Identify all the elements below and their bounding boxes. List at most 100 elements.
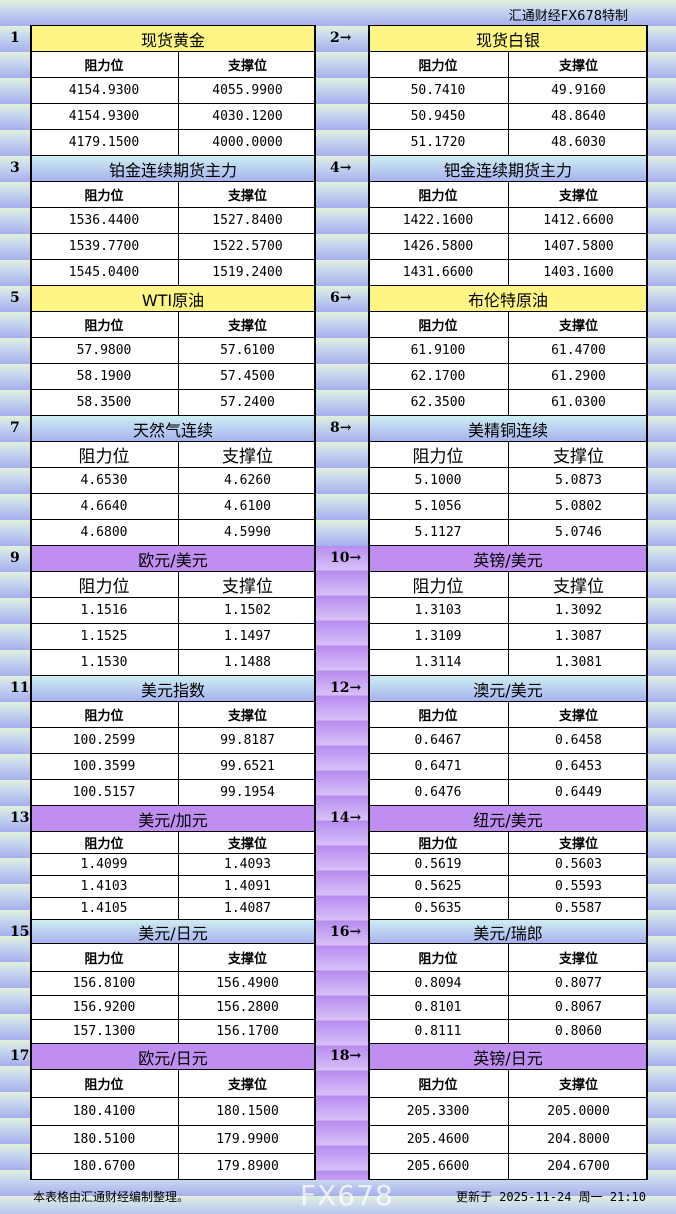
resistance-value: 4.6530 <box>30 468 179 494</box>
resistance-header: 阻力位 <box>30 442 179 468</box>
resistance-value: 0.8111 <box>368 1020 509 1044</box>
resistance-value: 0.5625 <box>368 876 509 898</box>
section-number: 16→ <box>330 924 362 940</box>
section-title: 英镑/日元 <box>370 1044 646 1070</box>
section-title: 现货黄金 <box>32 26 314 52</box>
support-value: 0.6458 <box>509 728 648 754</box>
resistance-header: 阻力位 <box>368 702 509 728</box>
resistance-value: 4.6640 <box>30 494 179 520</box>
resistance-value: 5.1056 <box>368 494 509 520</box>
support-value: 0.5593 <box>509 876 648 898</box>
support-value: 0.8077 <box>509 972 648 996</box>
resistance-value: 0.8094 <box>368 972 509 996</box>
resistance-value: 100.2599 <box>30 728 179 754</box>
resistance-value: 1431.6600 <box>368 260 509 286</box>
section-number: 11 <box>10 680 30 696</box>
resistance-header: 阻力位 <box>368 944 509 972</box>
resistance-header: 阻力位 <box>30 702 179 728</box>
watermark-logo: FX678 <box>300 1179 394 1212</box>
resistance-header: 阻力位 <box>30 572 179 598</box>
section-15 <box>30 920 316 1044</box>
support-value: 1.3087 <box>509 624 648 650</box>
resistance-value: 180.5100 <box>30 1126 179 1154</box>
resistance-value: 1.4103 <box>30 876 179 898</box>
support-value: 48.6030 <box>509 130 648 156</box>
support-value: 57.4500 <box>179 364 316 390</box>
support-value: 1.4087 <box>179 898 316 920</box>
support-value: 1403.1600 <box>509 260 648 286</box>
resistance-value: 0.6471 <box>368 754 509 780</box>
resistance-header: 阻力位 <box>368 572 509 598</box>
support-value: 0.6453 <box>509 754 648 780</box>
section-number: 12→ <box>330 680 362 696</box>
support-value: 5.0873 <box>509 468 648 494</box>
section-title: 布伦特原油 <box>370 286 646 312</box>
footer-note: 本表格由汇通财经编制整理。 <box>33 1190 190 1204</box>
resistance-value: 5.1000 <box>368 468 509 494</box>
support-value: 1.1488 <box>179 650 316 676</box>
resistance-value: 62.1700 <box>368 364 509 390</box>
support-value: 61.0300 <box>509 390 648 416</box>
support-header: 支撑位 <box>509 572 648 598</box>
resistance-value: 50.7410 <box>368 78 509 104</box>
support-value: 4.6260 <box>179 468 316 494</box>
resistance-value: 5.1127 <box>368 520 509 546</box>
support-value: 61.2900 <box>509 364 648 390</box>
section-title: 美精铜连续 <box>370 416 646 442</box>
section-16 <box>368 920 648 1044</box>
support-header: 支撑位 <box>509 1070 648 1098</box>
section-17 <box>30 1044 316 1180</box>
support-value: 4030.1200 <box>179 104 316 130</box>
support-value: 4055.9900 <box>179 78 316 104</box>
support-value: 4.5990 <box>179 520 316 546</box>
resistance-value: 1.3109 <box>368 624 509 650</box>
support-value: 0.8067 <box>509 996 648 1020</box>
section-number: 8→ <box>330 420 352 436</box>
resistance-header: 阻力位 <box>30 182 179 208</box>
section-13 <box>30 806 316 920</box>
support-value: 1407.5800 <box>509 234 648 260</box>
support-header: 支撑位 <box>509 182 648 208</box>
section-18 <box>368 1044 648 1180</box>
resistance-value: 0.5635 <box>368 898 509 920</box>
support-header: 支撑位 <box>509 702 648 728</box>
resistance-value: 157.1300 <box>30 1020 179 1044</box>
section-title: 美元/日元 <box>32 920 314 944</box>
resistance-value: 51.1720 <box>368 130 509 156</box>
section-12 <box>368 676 648 806</box>
section-7 <box>30 416 316 546</box>
section-title: 欧元/美元 <box>32 546 314 572</box>
section-2 <box>368 26 648 156</box>
resistance-value: 1422.1600 <box>368 208 509 234</box>
resistance-value: 100.5157 <box>30 780 179 806</box>
section-1 <box>30 26 316 156</box>
section-number: 10→ <box>330 550 362 566</box>
resistance-value: 61.9100 <box>368 338 509 364</box>
section-number: 13 <box>10 810 30 826</box>
section-number: 3 <box>10 160 20 176</box>
support-value: 61.4700 <box>509 338 648 364</box>
support-value: 156.2800 <box>179 996 316 1020</box>
resistance-value: 156.8100 <box>30 972 179 996</box>
support-value: 0.6449 <box>509 780 648 806</box>
section-title: 欧元/日元 <box>32 1044 314 1070</box>
section-number: 9 <box>10 550 20 566</box>
resistance-header: 阻力位 <box>30 52 179 78</box>
resistance-value: 180.6700 <box>30 1154 179 1180</box>
support-value: 156.1700 <box>179 1020 316 1044</box>
section-title: 澳元/美元 <box>370 676 646 702</box>
section-title: 美元/瑞郎 <box>370 920 646 944</box>
resistance-value: 4154.9300 <box>30 78 179 104</box>
resistance-value: 205.6600 <box>368 1154 509 1180</box>
resistance-value: 205.3300 <box>368 1098 509 1126</box>
resistance-value: 1545.0400 <box>30 260 179 286</box>
resistance-value: 0.6467 <box>368 728 509 754</box>
section-number: 6→ <box>330 290 352 306</box>
update-timestamp: 更新于 2025-11-24 周一 21:10 <box>455 1190 646 1204</box>
section-title: 英镑/美元 <box>370 546 646 572</box>
resistance-value: 1.1525 <box>30 624 179 650</box>
resistance-value: 0.6476 <box>368 780 509 806</box>
resistance-value: 4179.1500 <box>30 130 179 156</box>
resistance-value: 0.8101 <box>368 996 509 1020</box>
resistance-value: 50.9450 <box>368 104 509 130</box>
